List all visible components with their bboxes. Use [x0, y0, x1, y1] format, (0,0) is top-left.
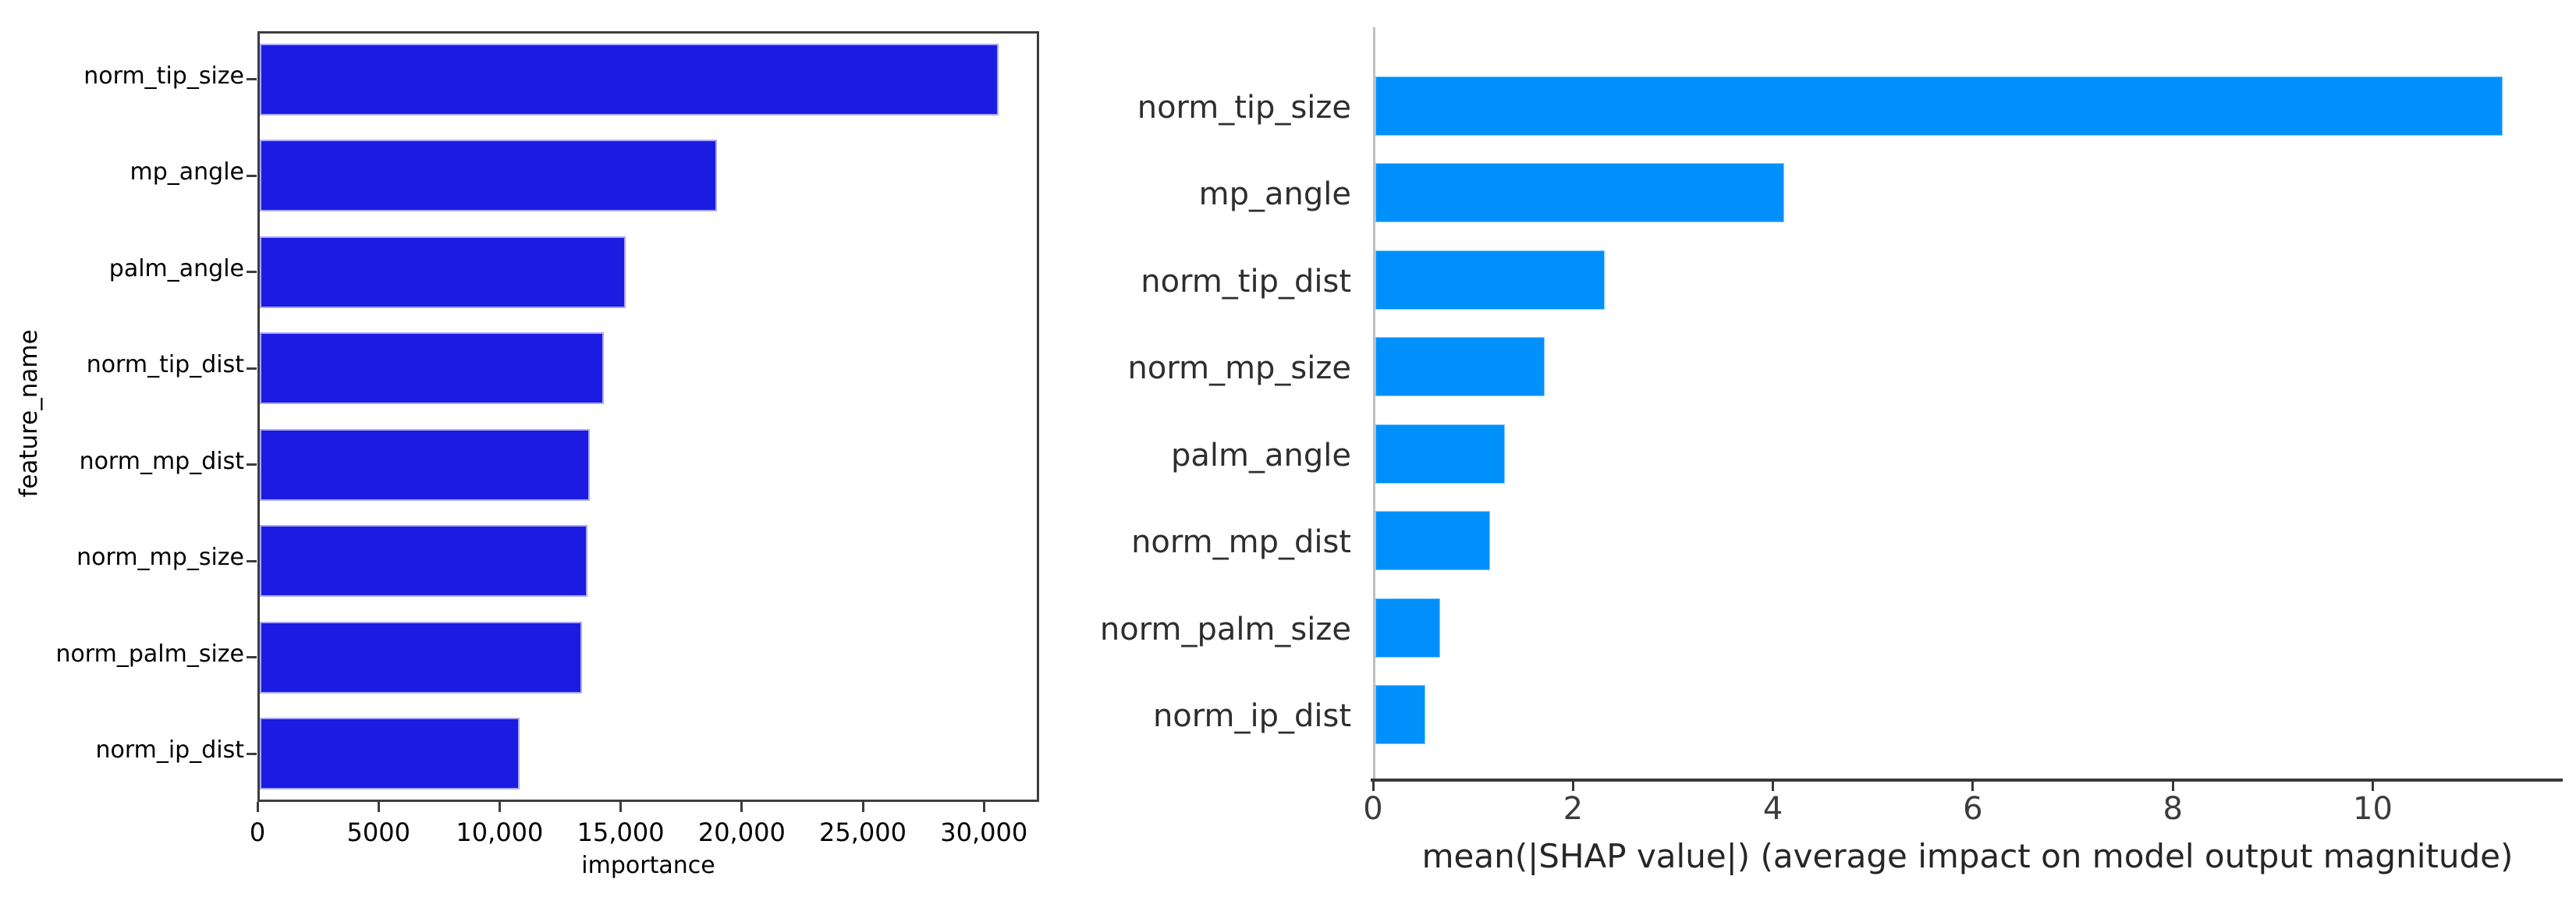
- y-tick-label: norm_palm_size: [1099, 611, 1351, 647]
- y-tick-mark: [247, 367, 257, 370]
- bar-mp_angle: [260, 140, 717, 212]
- bar-palm_angle: [260, 236, 626, 308]
- x-tick-label: 4: [1762, 791, 1783, 827]
- x-tick-mark: [1772, 782, 1775, 791]
- x-tick-label: 0: [1363, 791, 1383, 827]
- x-tick-mark: [1571, 782, 1574, 791]
- bar-norm_tip_dist: [1375, 250, 1605, 310]
- x-tick-mark: [377, 802, 380, 812]
- bar-norm_mp_dist: [1375, 511, 1490, 571]
- y-tick-label: norm_mp_dist: [1131, 524, 1351, 561]
- x-tick-label: 10,000: [456, 818, 544, 847]
- x-tick-label: 5000: [346, 818, 410, 847]
- bar-norm_ip_dist: [1375, 685, 1425, 744]
- bar-norm_palm_size: [260, 621, 582, 693]
- x-tick-label: 30,000: [940, 818, 1028, 847]
- bar-norm_palm_size: [1375, 598, 1440, 658]
- y-tick-mark: [247, 656, 257, 659]
- bar-norm_ip_dist: [260, 718, 520, 790]
- bar-mp_angle: [1375, 163, 1784, 223]
- y-tick-label: norm_ip_dist: [95, 736, 244, 764]
- y-tick-label: mp_angle: [130, 158, 245, 186]
- x-tick-mark: [861, 802, 864, 812]
- x-axis-line: [1371, 779, 2563, 782]
- bar-norm_tip_dist: [260, 332, 604, 405]
- y-tick-mark: [247, 271, 257, 274]
- y-tick-label: norm_palm_size: [55, 640, 244, 668]
- x-axis-label: mean(|SHAP value|) (average impact on mo…: [1421, 837, 2514, 875]
- y-tick-label: palm_angle: [108, 254, 244, 282]
- bar-norm_mp_dist: [260, 428, 590, 501]
- y-tick-label: norm_mp_size: [76, 544, 244, 572]
- y-tick-mark: [247, 559, 257, 562]
- x-tick-label: 20,000: [697, 818, 786, 847]
- y-tick-label: norm_ip_dist: [1152, 698, 1351, 734]
- x-tick-mark: [498, 802, 501, 812]
- y-tick-label: norm_tip_size: [1137, 90, 1351, 126]
- x-tick-label: 15,000: [577, 818, 665, 847]
- y-tick-label: norm_tip_size: [83, 62, 244, 90]
- y-tick-label: norm_tip_dist: [86, 351, 244, 379]
- y-tick-mark: [247, 78, 257, 81]
- y-tick-label: palm_angle: [1171, 437, 1351, 474]
- y-tick-label: mp_angle: [1198, 176, 1351, 213]
- bar-norm_tip_size: [1375, 76, 2503, 136]
- x-tick-mark: [1971, 782, 1975, 791]
- x-tick-label: 10: [2353, 791, 2393, 827]
- bar-norm_tip_size: [260, 43, 999, 115]
- x-tick-mark: [982, 802, 985, 812]
- x-tick-label: 25,000: [819, 818, 907, 847]
- y-tick-mark: [247, 463, 257, 466]
- x-axis-label: importance: [581, 852, 715, 879]
- feature-importance-chart: norm_tip_size mp_angle palm_angle norm_tip_…: [0, 0, 1084, 901]
- x-tick-mark: [2372, 782, 2374, 791]
- y-tick-mark: [247, 752, 257, 755]
- x-tick-mark: [740, 802, 743, 812]
- y-tick-label: norm_tip_dist: [1141, 263, 1351, 300]
- x-tick-mark: [256, 802, 259, 812]
- x-tick-label: 6: [1963, 791, 1983, 827]
- bar-norm_mp_size: [1375, 337, 1545, 397]
- y-axis-spine: [1373, 27, 1375, 780]
- x-tick-mark: [619, 802, 623, 812]
- y-tick-mark: [247, 174, 257, 177]
- x-tick-mark: [2171, 782, 2174, 791]
- y-tick-label: norm_mp_size: [1127, 350, 1351, 387]
- bar-norm_mp_size: [260, 525, 587, 598]
- x-tick-label: 0: [249, 818, 266, 847]
- x-tick-label: 2: [1563, 791, 1584, 827]
- x-tick-mark: [1371, 782, 1375, 791]
- x-tick-label: 8: [2163, 791, 2183, 827]
- y-tick-label: norm_mp_dist: [79, 447, 244, 475]
- bar-palm_angle: [1375, 424, 1505, 484]
